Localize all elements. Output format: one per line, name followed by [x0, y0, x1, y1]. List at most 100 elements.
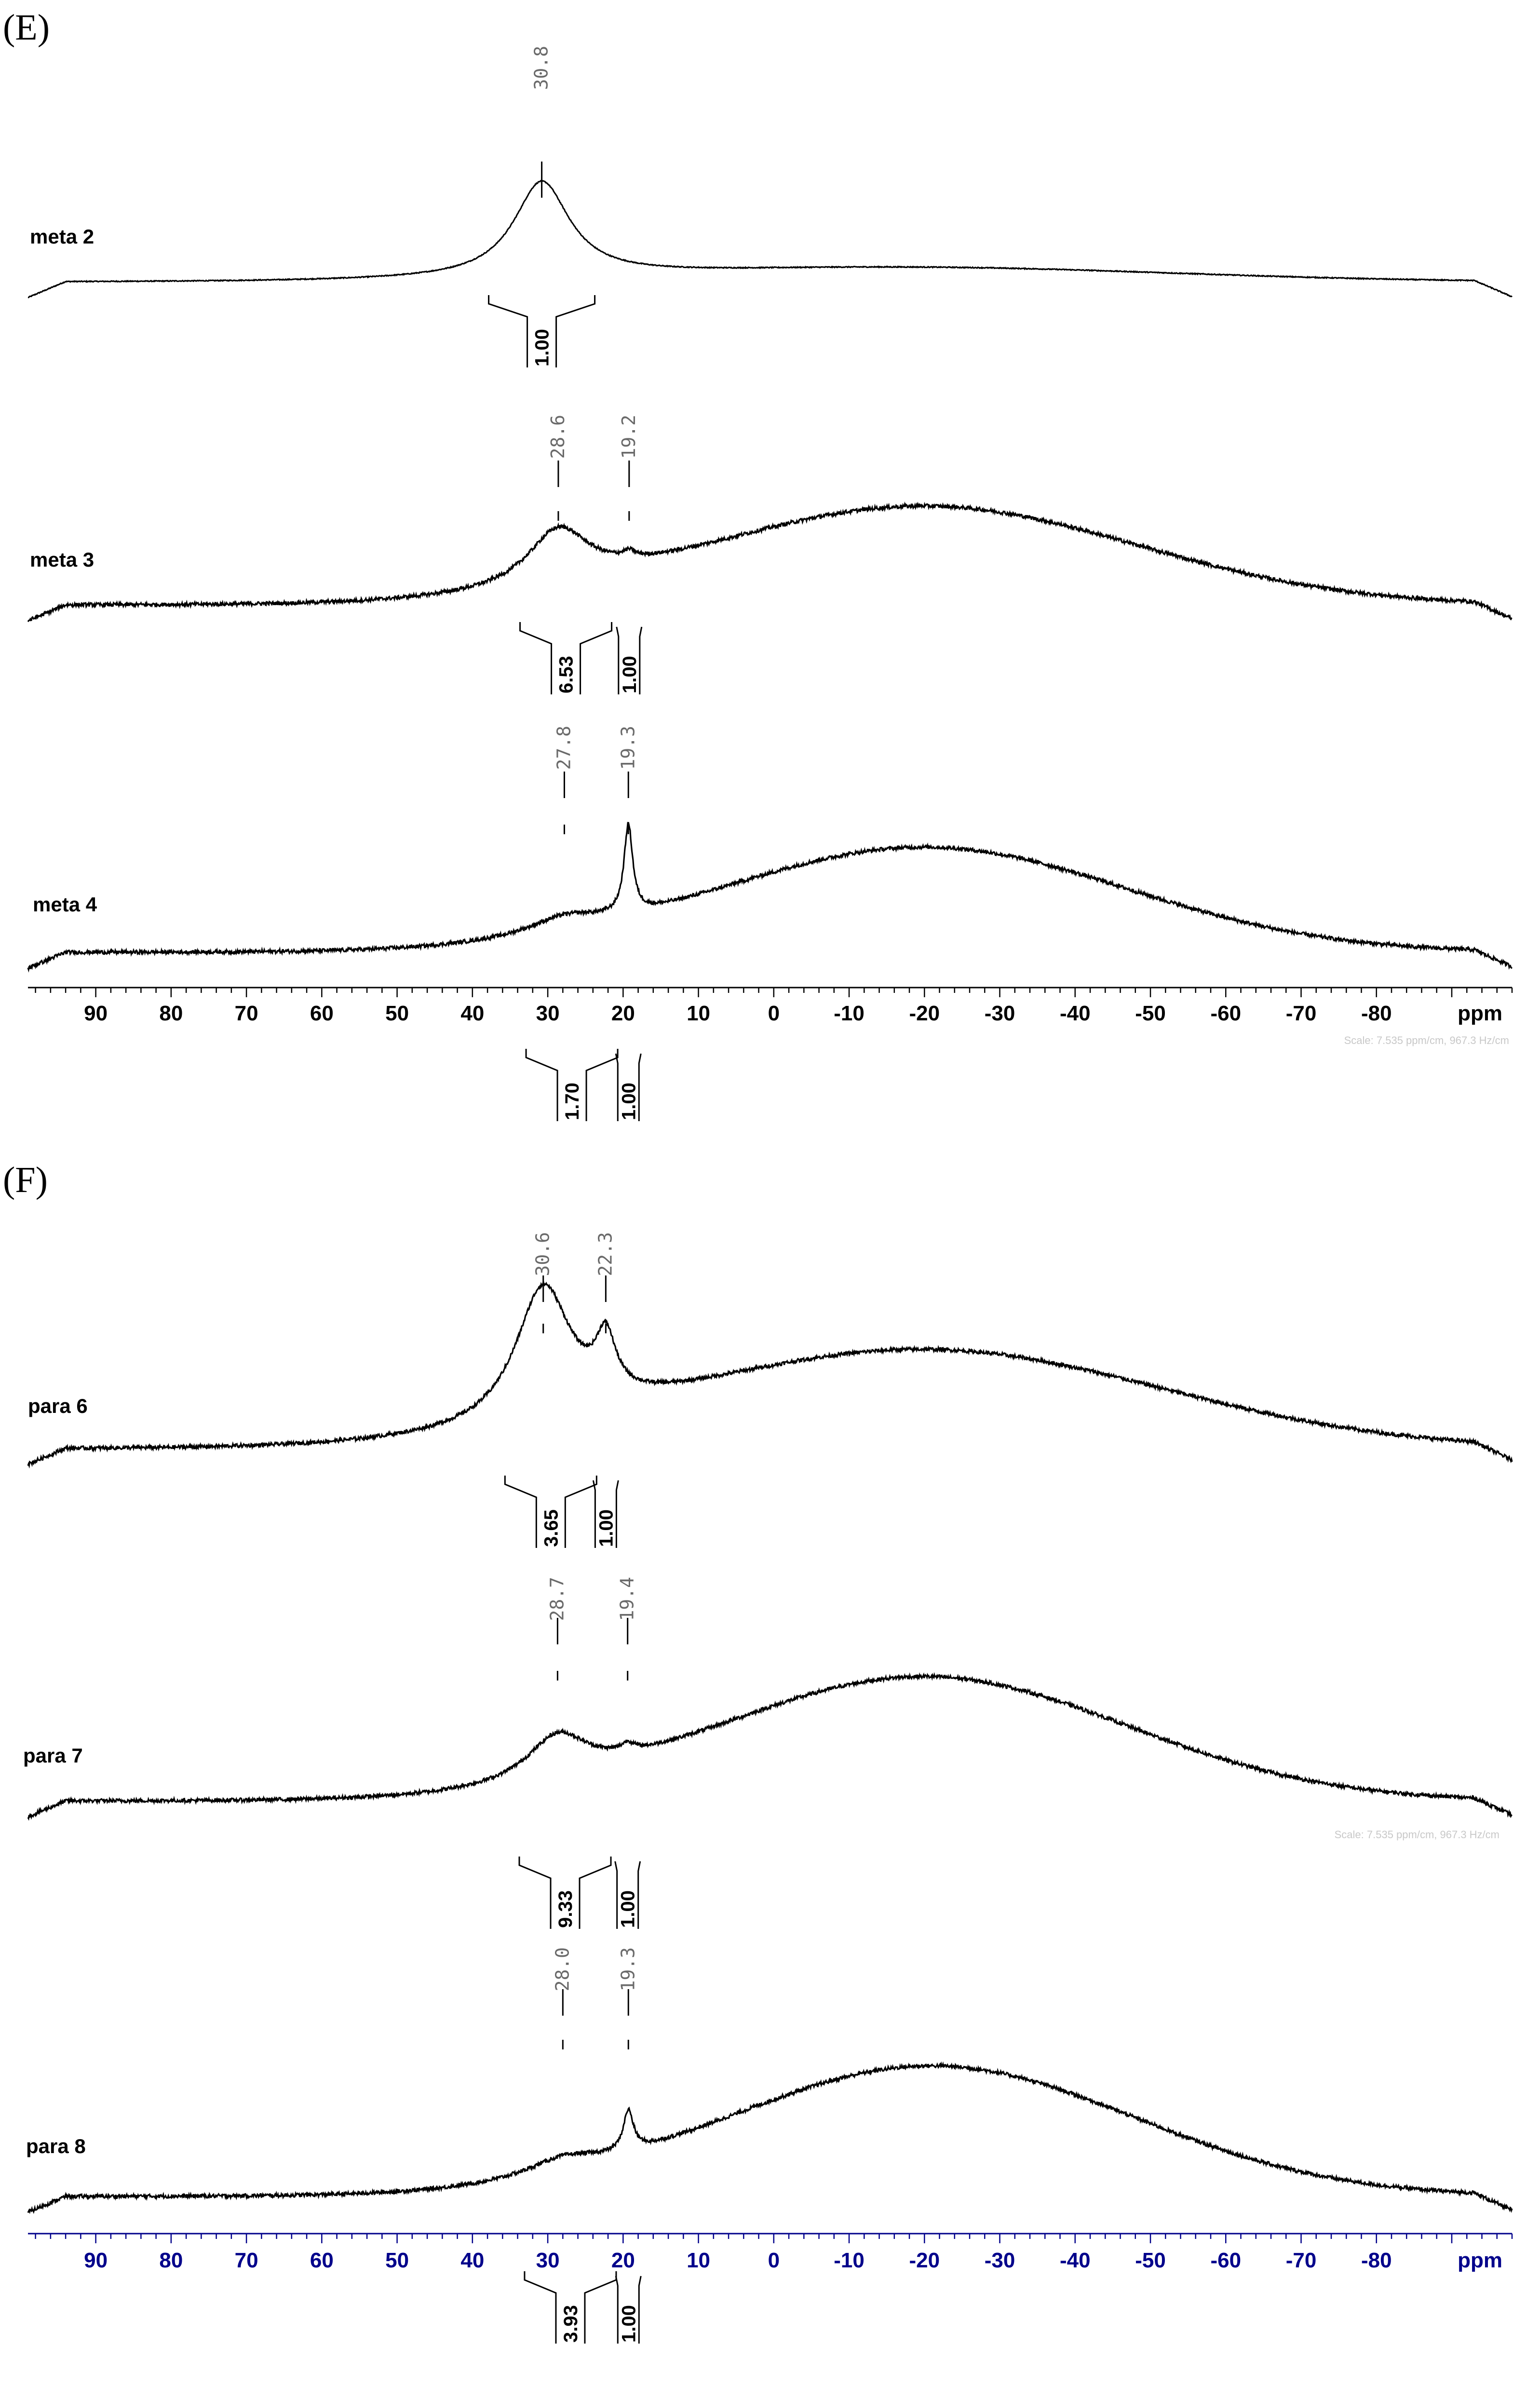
integral-value: 1.70 [562, 1083, 583, 1120]
x-axis-unit: ppm [1458, 2249, 1502, 2272]
x-tick-label: -10 [834, 2249, 865, 2272]
x-tick-label: 30 [536, 2249, 560, 2272]
x-tick-label: 80 [159, 2249, 183, 2272]
x-tick-label: 40 [460, 1002, 484, 1025]
integral-bracket: 9.33 [518, 1857, 612, 1929]
spectrum-meta-3: meta 3 28.6 19.2 6.53 1.00 [27, 415, 1513, 694]
integral-bracket: 3.65 [504, 1476, 597, 1548]
integral-line [614, 1861, 641, 1929]
integral-line [524, 2271, 617, 2344]
x-tick-label: 30 [536, 1002, 560, 1025]
spectrum-trace [27, 2061, 1513, 2214]
x-tick-label: -80 [1361, 2249, 1392, 2272]
peak-label: 28.7 [546, 1577, 567, 1621]
x-tick-label: -60 [1210, 2249, 1241, 2272]
spectrum-trace [27, 1672, 1513, 1821]
x-tick-label: 90 [84, 1002, 108, 1025]
integral-bracket: 1.00 [616, 626, 643, 694]
integral-line [504, 1476, 597, 1548]
peak-label: 28.6 [547, 415, 568, 459]
x-tick-label: -30 [985, 1002, 1015, 1025]
integral-bracket: 1.00 [592, 1480, 619, 1548]
spectrum-label: para 6 [28, 1395, 88, 1417]
x-tick-label: 50 [385, 1002, 409, 1025]
x-tick-label: -60 [1210, 1002, 1241, 1025]
spectrum-label: meta 2 [30, 225, 94, 248]
integral-line [519, 622, 613, 694]
spectrum-trace [27, 180, 1513, 298]
spectrum-label: para 8 [26, 2135, 86, 2157]
x-tick-label: 10 [687, 1002, 710, 1025]
x-tick-label: -40 [1060, 2249, 1091, 2272]
integral-value: 9.33 [555, 1890, 576, 1928]
integral-bracket: 1.70 [525, 1049, 619, 1121]
peak-label: 19.3 [617, 1947, 638, 1992]
x-tick-label: 60 [310, 2249, 334, 2272]
peak-label: 30.6 [532, 1232, 554, 1276]
spectrum-label: para 7 [23, 1744, 83, 1767]
peak-label: 22.3 [594, 1232, 616, 1276]
spectrum-label: meta 4 [33, 893, 97, 916]
x-tick-label: -40 [1060, 1002, 1091, 1025]
peak-label: 19.4 [617, 1577, 638, 1621]
peak-label: 30.8 [531, 46, 552, 90]
x-tick-label: -50 [1135, 1002, 1166, 1025]
x-tick-label: -50 [1135, 2249, 1166, 2272]
integral-line [592, 1480, 619, 1548]
integral-value: 3.65 [540, 1509, 562, 1547]
x-tick-label: 70 [235, 1002, 258, 1025]
spectrum-para-6: para 6 30.6 22.3 3.65 1.00 [27, 1232, 1513, 1548]
panel-label-e: (E) [3, 7, 50, 48]
integral-line [615, 1053, 642, 1121]
integral-value: 1.00 [619, 656, 640, 693]
x-tick-label: 0 [768, 2249, 780, 2272]
panel-label-f: (F) [3, 1160, 48, 1200]
x-axis-unit: ppm [1458, 1002, 1502, 1025]
x-tick-label: -70 [1286, 1002, 1317, 1025]
integral-bracket: 6.53 [519, 622, 613, 694]
spectrum-meta-4: meta 4 27.8 19.3 1.70 1.00 [27, 726, 1513, 1121]
spectrum-para-8: para 8 28.0 19.3 3.93 1.00 [26, 1947, 1513, 2344]
x-tick-label: 10 [687, 2249, 710, 2272]
peak-label: 27.8 [553, 726, 574, 770]
integral-line [518, 1857, 612, 1929]
panel-f: para 6 30.6 22.3 3.65 1.00 para 7 28.7 19.4 9.33… [23, 1232, 1513, 2344]
x-tick-label: -10 [834, 1002, 865, 1025]
x-tick-label: 70 [235, 2249, 258, 2272]
x-tick-label: 20 [611, 1002, 635, 1025]
peak-label: 19.3 [617, 726, 638, 770]
integral-value: 1.00 [618, 1890, 639, 1928]
x-tick-label: -20 [909, 2249, 940, 2272]
x-tick-label: -70 [1286, 2249, 1317, 2272]
x-tick-label: 80 [159, 1002, 183, 1025]
x-tick-label: 90 [84, 2249, 108, 2272]
integral-bracket: 1.00 [488, 295, 596, 367]
integral-line [488, 295, 596, 367]
integral-line [616, 626, 643, 694]
x-tick-label: 60 [310, 1002, 334, 1025]
x-tick-label: 20 [611, 2249, 635, 2272]
spectrum-meta-2: meta 2 30.8 1.00 [27, 46, 1513, 367]
x-tick-label: -80 [1361, 1002, 1392, 1025]
integral-line [615, 2276, 642, 2344]
spectrum-para-7: para 7 28.7 19.4 9.33 1.00 [23, 1577, 1513, 1929]
integral-value: 1.00 [532, 329, 553, 366]
integral-bracket: 1.00 [615, 2276, 642, 2344]
x-axis: 90 80 70 60 50 40 30 20 10 0 -10 -20 -30 -40 -50 -60 -70… [28, 2233, 1513, 2272]
scale-note-e: Scale: 7.535 ppm/cm, 967.3 Hz/cm [1344, 1034, 1509, 1046]
integral-value: 1.00 [618, 1083, 639, 1120]
spectrum-trace [27, 822, 1513, 973]
x-tick-label: -30 [985, 2249, 1015, 2272]
peak-label: 28.0 [552, 1947, 573, 1992]
integral-bracket: 1.00 [614, 1861, 641, 1929]
integral-bracket: 3.93 [524, 2271, 617, 2344]
integral-value: 3.93 [560, 2305, 581, 2343]
integral-line [525, 1049, 619, 1121]
scale-note-f: Scale: 7.535 ppm/cm, 967.3 Hz/cm [1335, 1829, 1499, 1841]
x-tick-label: -20 [909, 1002, 940, 1025]
spectrum-trace [27, 1279, 1513, 1469]
integral-value: 1.00 [595, 1509, 617, 1547]
